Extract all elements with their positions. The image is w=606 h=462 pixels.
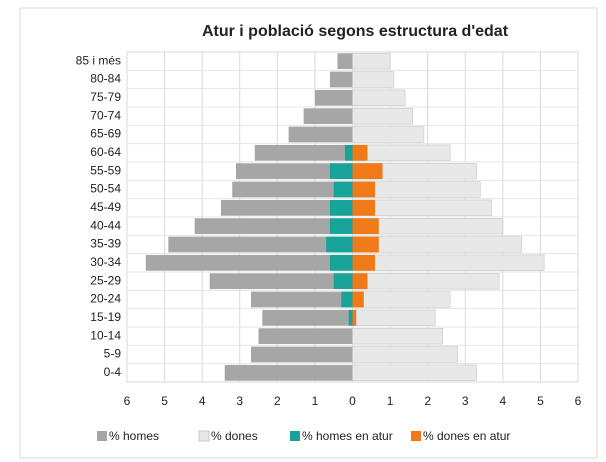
y-tick-label: 75-79 (90, 90, 121, 104)
legend-label: % homes (109, 429, 159, 443)
bar (348, 309, 353, 326)
bar (352, 218, 379, 235)
y-tick-label: 10-14 (90, 328, 121, 342)
bar (232, 181, 353, 198)
bar (352, 254, 545, 272)
bar (258, 328, 353, 345)
y-tick-label: 65-69 (90, 127, 121, 141)
bar (344, 144, 353, 161)
y-tick-label: 30-34 (90, 255, 121, 269)
bar (352, 52, 391, 70)
y-tick-label: 15-19 (90, 310, 121, 324)
bar (145, 254, 353, 271)
legend-label: % dones en atur (423, 429, 510, 443)
bar (329, 254, 353, 271)
bar (352, 346, 459, 363)
bar (235, 163, 353, 180)
x-tick-label: 2 (424, 394, 431, 408)
bar (352, 364, 477, 382)
bar (329, 163, 353, 180)
x-tick-label: 0 (349, 394, 356, 408)
x-tick-label: 4 (199, 394, 206, 408)
bar (333, 181, 353, 198)
bar (352, 126, 425, 143)
x-tick-label: 2 (274, 394, 281, 408)
bar (352, 254, 376, 271)
bar (194, 218, 353, 235)
legend-swatch (290, 431, 300, 441)
y-tick-label: 70-74 (90, 108, 121, 122)
legend-label: % dones (211, 429, 258, 443)
bar (303, 108, 353, 125)
bar (352, 327, 443, 345)
x-tick-label: 3 (462, 394, 469, 408)
x-tick-label: 5 (161, 394, 168, 408)
bar (333, 273, 353, 290)
bar (326, 236, 353, 253)
bar (224, 364, 353, 381)
plot-border (126, 51, 579, 383)
bar (262, 309, 353, 326)
y-tick-label: 5-9 (104, 347, 122, 361)
y-tick-label: 35-39 (90, 237, 121, 251)
legend-swatch (97, 431, 107, 441)
bar (352, 71, 395, 88)
chart-title: Atur i població segons estructura d'edat (202, 23, 509, 40)
y-tick-label: 80-84 (90, 72, 121, 86)
bar (220, 199, 353, 216)
y-tick-label: 20-24 (90, 292, 121, 306)
y-tick-label: 40-44 (90, 218, 121, 232)
bar (352, 163, 383, 180)
bar (251, 291, 353, 308)
bar (254, 144, 353, 161)
x-tick-label: 5 (537, 394, 544, 408)
bar (329, 218, 353, 235)
y-tick-label: 55-59 (90, 163, 121, 177)
bar (352, 89, 406, 107)
bar (352, 199, 376, 216)
y-tick-label: 0-4 (104, 365, 122, 379)
bar (352, 272, 500, 290)
bar (352, 309, 357, 326)
legend-swatch (198, 430, 210, 442)
bar (352, 273, 368, 290)
bar (352, 291, 451, 308)
bar (288, 126, 353, 143)
x-tick-label: 6 (575, 394, 582, 408)
x-tick-label: 3 (236, 394, 243, 408)
x-tick-label: 1 (387, 394, 394, 408)
y-tick-label: 85 i més (76, 53, 121, 67)
bar (209, 273, 353, 290)
bar (352, 291, 364, 308)
bar (352, 144, 368, 161)
bar (168, 236, 353, 253)
bar (329, 199, 353, 216)
bar (352, 181, 376, 198)
x-tick-label: 6 (124, 394, 131, 408)
bar (337, 53, 353, 70)
bar (352, 107, 413, 125)
bar (352, 309, 436, 327)
legend-label: % homes en atur (302, 429, 393, 443)
y-tick-label: 45-49 (90, 200, 121, 214)
bar (352, 236, 379, 253)
bar (329, 71, 353, 88)
legend-swatch (411, 431, 421, 441)
x-tick-label: 4 (499, 394, 506, 408)
bar (251, 346, 353, 363)
x-tick-label: 1 (312, 394, 319, 408)
bar (341, 291, 353, 308)
y-tick-label: 60-64 (90, 145, 121, 159)
bar (314, 89, 353, 106)
y-tick-label: 25-29 (90, 273, 121, 287)
y-tick-label: 50-54 (90, 182, 121, 196)
